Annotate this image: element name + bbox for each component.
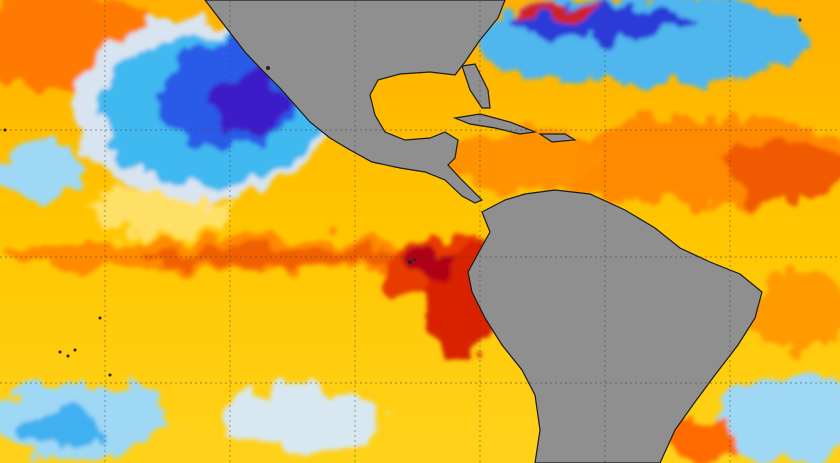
island [413, 258, 417, 262]
warm-patch [750, 270, 840, 350]
islands [3, 18, 802, 377]
warm-band [140, 248, 460, 268]
warm-patch [520, 4, 600, 20]
island [266, 66, 270, 70]
island [58, 350, 62, 354]
cold-patch [215, 75, 285, 135]
cool-patch [15, 410, 105, 450]
island [98, 316, 102, 320]
warm-patch [720, 140, 840, 200]
warm-patch [440, 130, 600, 190]
cool-patch [720, 375, 840, 463]
island [3, 128, 7, 132]
cool-patch [0, 140, 85, 200]
island [73, 348, 77, 352]
warm-patch [660, 420, 740, 460]
island [108, 373, 112, 377]
cool-patch [220, 390, 380, 450]
cuba [452, 113, 538, 135]
island [798, 18, 802, 22]
hispaniola [538, 133, 577, 143]
hot-patch [405, 245, 455, 275]
island [66, 354, 70, 358]
island [408, 260, 412, 264]
south-america [467, 189, 763, 463]
florida [461, 63, 491, 109]
